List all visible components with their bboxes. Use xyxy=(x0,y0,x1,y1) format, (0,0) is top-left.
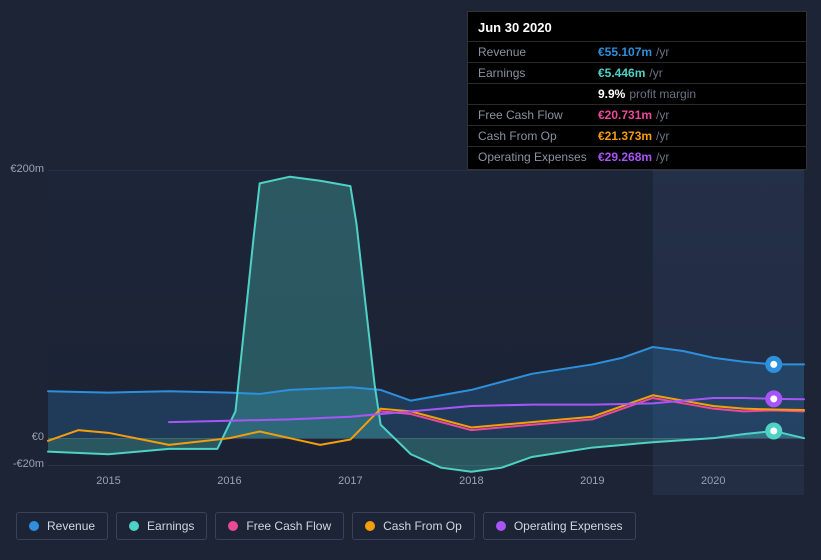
tooltip-date: Jun 30 2020 xyxy=(468,18,806,41)
legend-item-fcf[interactable]: Free Cash Flow xyxy=(215,512,344,540)
tooltip-row-unit: /yr xyxy=(656,150,669,164)
tooltip-row-value: 9.9% xyxy=(598,87,625,101)
legend-dot-icon xyxy=(129,521,139,531)
tooltip-row-unit: /yr xyxy=(656,45,669,59)
tooltip-row-unit: /yr xyxy=(649,66,662,80)
legend-item-earnings[interactable]: Earnings xyxy=(116,512,207,540)
tooltip-row-unit: /yr xyxy=(656,108,669,122)
hover-marker-revenue xyxy=(768,358,780,370)
hover-tooltip: Jun 30 2020 Revenue€55.107m/yrEarnings€5… xyxy=(467,11,807,170)
tooltip-row-label: Revenue xyxy=(478,45,598,59)
y-axis-tick-label: €0 xyxy=(4,431,44,443)
hover-marker-opex xyxy=(768,393,780,405)
legend-item-label: Free Cash Flow xyxy=(246,519,331,533)
legend-item-label: Cash From Op xyxy=(383,519,462,533)
tooltip-row-label: Cash From Op xyxy=(478,129,598,143)
tooltip-row: Free Cash Flow€20.731m/yr xyxy=(468,104,806,125)
legend-item-revenue[interactable]: Revenue xyxy=(16,512,108,540)
tooltip-row-value: €20.731m xyxy=(598,108,652,122)
tooltip-row-unit: /yr xyxy=(656,129,669,143)
tooltip-row-value: €29.268m xyxy=(598,150,652,164)
tooltip-row-unit: profit margin xyxy=(629,87,696,101)
tooltip-row: Cash From Op€21.373m/yr xyxy=(468,125,806,146)
tooltip-row-value: €5.446m xyxy=(598,66,645,80)
hover-marker-earnings xyxy=(768,425,780,437)
legend-dot-icon xyxy=(29,521,39,531)
chart-plot-area[interactable] xyxy=(48,170,804,465)
financial-chart-container: Jun 30 2020 Revenue€55.107m/yrEarnings€5… xyxy=(0,0,821,560)
chart-legend: Revenue Earnings Free Cash Flow Cash From O… xyxy=(16,512,636,540)
tooltip-row-label: Free Cash Flow xyxy=(478,108,598,122)
tooltip-row: Operating Expenses€29.268m/yr xyxy=(468,146,806,167)
tooltip-row-value: €21.373m xyxy=(598,129,652,143)
legend-item-label: Operating Expenses xyxy=(514,519,623,533)
y-axis-tick-label: €200m xyxy=(4,163,44,175)
legend-dot-icon xyxy=(228,521,238,531)
legend-item-label: Revenue xyxy=(47,519,95,533)
legend-item-cashop[interactable]: Cash From Op xyxy=(352,512,475,540)
tooltip-row-label: Earnings xyxy=(478,66,598,80)
legend-item-opex[interactable]: Operating Expenses xyxy=(483,512,636,540)
tooltip-row: Earnings€5.446m/yr xyxy=(468,62,806,83)
legend-item-label: Earnings xyxy=(147,519,194,533)
tooltip-row: 9.9% profit margin xyxy=(468,83,806,104)
tooltip-row: Revenue€55.107m/yr xyxy=(468,41,806,62)
series-area-revenue xyxy=(48,347,804,438)
y-axis-tick-label: -€20m xyxy=(4,458,44,470)
tooltip-row-label: Operating Expenses xyxy=(478,150,598,164)
tooltip-row-value: €55.107m xyxy=(598,45,652,59)
legend-dot-icon xyxy=(496,521,506,531)
legend-dot-icon xyxy=(365,521,375,531)
hover-band xyxy=(653,170,804,495)
